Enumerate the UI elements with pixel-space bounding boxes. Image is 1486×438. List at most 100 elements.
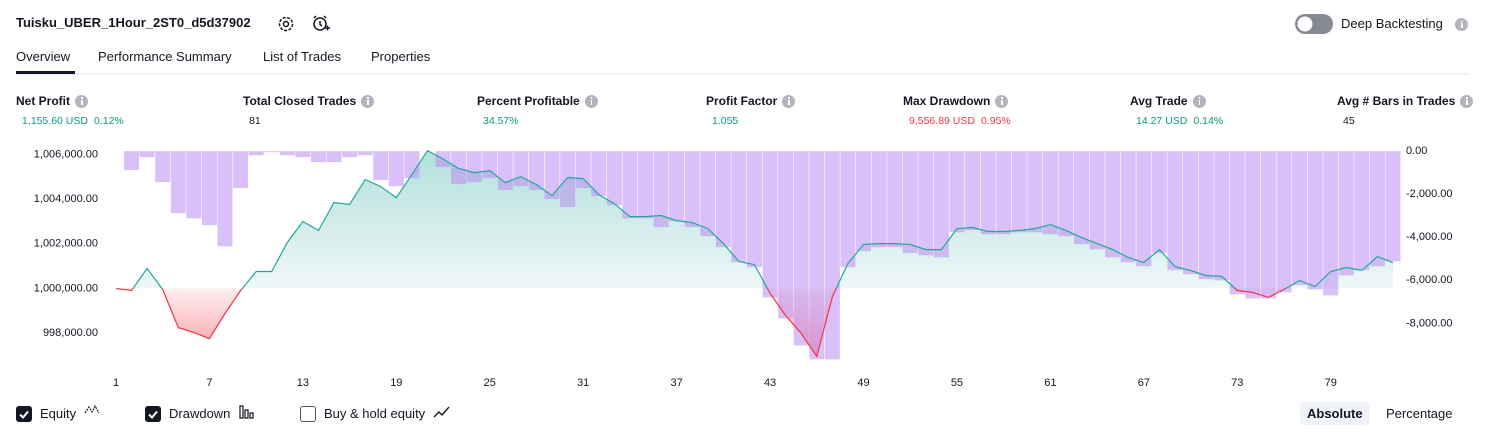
- metric-value-text: 34.57%: [483, 115, 519, 127]
- check-mark: [19, 410, 29, 419]
- legend-checkbox[interactable]: Equity: [16, 404, 101, 423]
- drawdown-bar: [124, 151, 140, 171]
- info-icon: [584, 94, 598, 108]
- drawdown-bar: [778, 151, 794, 319]
- drawdown-bar: [1011, 151, 1027, 233]
- drawdown-bar: [980, 151, 996, 235]
- tab[interactable]: List of Trades: [263, 49, 342, 64]
- tab[interactable]: Performance Summary: [98, 49, 232, 64]
- metric-label-text: Avg Trade: [1130, 94, 1188, 108]
- legend-checkbox[interactable]: Drawdown: [145, 404, 255, 423]
- drawdown-bar: [840, 151, 856, 268]
- checkbox-box: [145, 405, 161, 422]
- drawdown-bar: [1074, 151, 1090, 245]
- y2-tick-label: 0.00: [1406, 145, 1427, 157]
- x-tick-label: 25: [484, 377, 496, 389]
- active-tab-underline: [16, 71, 75, 74]
- mode-button[interactable]: Percentage: [1386, 406, 1453, 421]
- x-tick-label: 43: [764, 377, 776, 389]
- x-tick-label: 67: [1138, 377, 1150, 389]
- drawdown-bar: [497, 151, 513, 191]
- deep-backtesting-toggle[interactable]: [1295, 14, 1333, 34]
- metric-percent: 0.95%: [980, 115, 1011, 127]
- y-tick-label: 1,006,000.00: [34, 148, 98, 160]
- drawdown-bar: [1229, 151, 1245, 295]
- drawdown-bar: [357, 151, 373, 156]
- metric-label-text: Avg # Bars in Trades: [1337, 94, 1456, 108]
- drawdown-bar: [1214, 151, 1230, 281]
- x-tick-label: 55: [951, 377, 963, 389]
- drawdown-bar: [170, 151, 186, 214]
- info-icon: [75, 94, 88, 108]
- info-icon: [1455, 18, 1468, 31]
- metric-label: Net Profit: [16, 94, 88, 108]
- metric-percent: 0.14%: [1193, 115, 1224, 127]
- drawdown-bar: [871, 151, 887, 248]
- x-tick-label: 61: [1044, 377, 1056, 389]
- metric-label-text: Profit Factor: [706, 94, 778, 108]
- toggle-label: Deep Backtesting: [1341, 16, 1443, 31]
- metric-label: Max Drawdown: [903, 94, 1009, 108]
- metric-value: 1,155.60 USD 0.12%: [16, 113, 124, 127]
- info-icon: [1192, 94, 1206, 108]
- drawdown-bar: [1167, 151, 1183, 271]
- y2-tick-label: -4,000.00: [1406, 231, 1452, 243]
- x-tick-label: 49: [857, 377, 869, 389]
- metric-label: Profit Factor: [706, 94, 796, 108]
- drawdown-bar: [575, 151, 591, 189]
- drawdown-bar: [201, 151, 217, 226]
- drawdown-bar: [217, 151, 233, 247]
- info-icon: [1460, 94, 1474, 108]
- checkbox-box: [16, 405, 32, 422]
- drawdown-bar: [591, 151, 607, 197]
- drawdown-bar: [1260, 151, 1276, 299]
- drawdown-bar: [1042, 151, 1058, 235]
- metric-value-text: 14.27 USD: [1136, 115, 1188, 127]
- checkbox-label: Drawdown: [169, 406, 231, 421]
- drawdown-bar: [513, 151, 529, 187]
- drawdown-bar: [233, 151, 249, 189]
- y2-tick-label: -6,000.00: [1406, 274, 1452, 286]
- drawdown-bar: [700, 151, 716, 237]
- metric-label-text: Percent Profitable: [477, 94, 580, 108]
- drawdown-bar: [1120, 151, 1136, 263]
- metric-value-text: 9,556.89 USD: [909, 115, 975, 127]
- drawdown-bar: [451, 151, 467, 185]
- metric-label: Avg # Bars in Trades: [1337, 94, 1474, 108]
- metric-value-text: 1.055: [712, 115, 739, 127]
- series-icon-svg: [84, 404, 100, 414]
- x-tick-label: 31: [577, 377, 589, 389]
- drawdown-bar: [1089, 151, 1105, 250]
- series-icon: [433, 404, 450, 423]
- series-icon-svg: [433, 406, 450, 418]
- drawdown-bar: [264, 151, 280, 153]
- mode-button[interactable]: Absolute: [1300, 402, 1370, 425]
- drawdown-bar: [279, 151, 295, 156]
- metric-value-text: 81: [249, 115, 261, 127]
- drawdown-bar: [388, 151, 404, 187]
- drawdown-bar: [824, 151, 840, 360]
- series-icon: [84, 404, 101, 423]
- metric-label-text: Total Closed Trades: [243, 94, 357, 108]
- tab[interactable]: Overview: [16, 49, 71, 64]
- metric-label: Percent Profitable: [477, 94, 598, 108]
- checkbox-box: [300, 405, 316, 422]
- drawdown-bar: [1105, 151, 1121, 258]
- legend-checkbox[interactable]: Buy & hold equity: [300, 404, 450, 423]
- series-icon: [238, 404, 255, 423]
- tab[interactable]: Properties: [371, 49, 431, 64]
- metric-value: 9,556.89 USD 0.95%: [903, 113, 1011, 127]
- drawdown-bar: [1245, 151, 1261, 299]
- drawdown-bar: [622, 151, 638, 219]
- info-icon: [782, 94, 796, 108]
- metric-value-text: 1,155.60 USD: [22, 115, 88, 127]
- metric-label: Avg Trade: [1130, 94, 1206, 108]
- x-tick-label: 79: [1325, 377, 1337, 389]
- drawdown-bar: [793, 151, 809, 346]
- drawdown-bar: [326, 151, 342, 163]
- drawdown-bar: [762, 151, 778, 298]
- drawdown-bar: [684, 151, 700, 228]
- metric-value: 1.055: [706, 113, 738, 127]
- x-tick-label: 37: [671, 377, 683, 389]
- drawdown-bar: [949, 151, 965, 233]
